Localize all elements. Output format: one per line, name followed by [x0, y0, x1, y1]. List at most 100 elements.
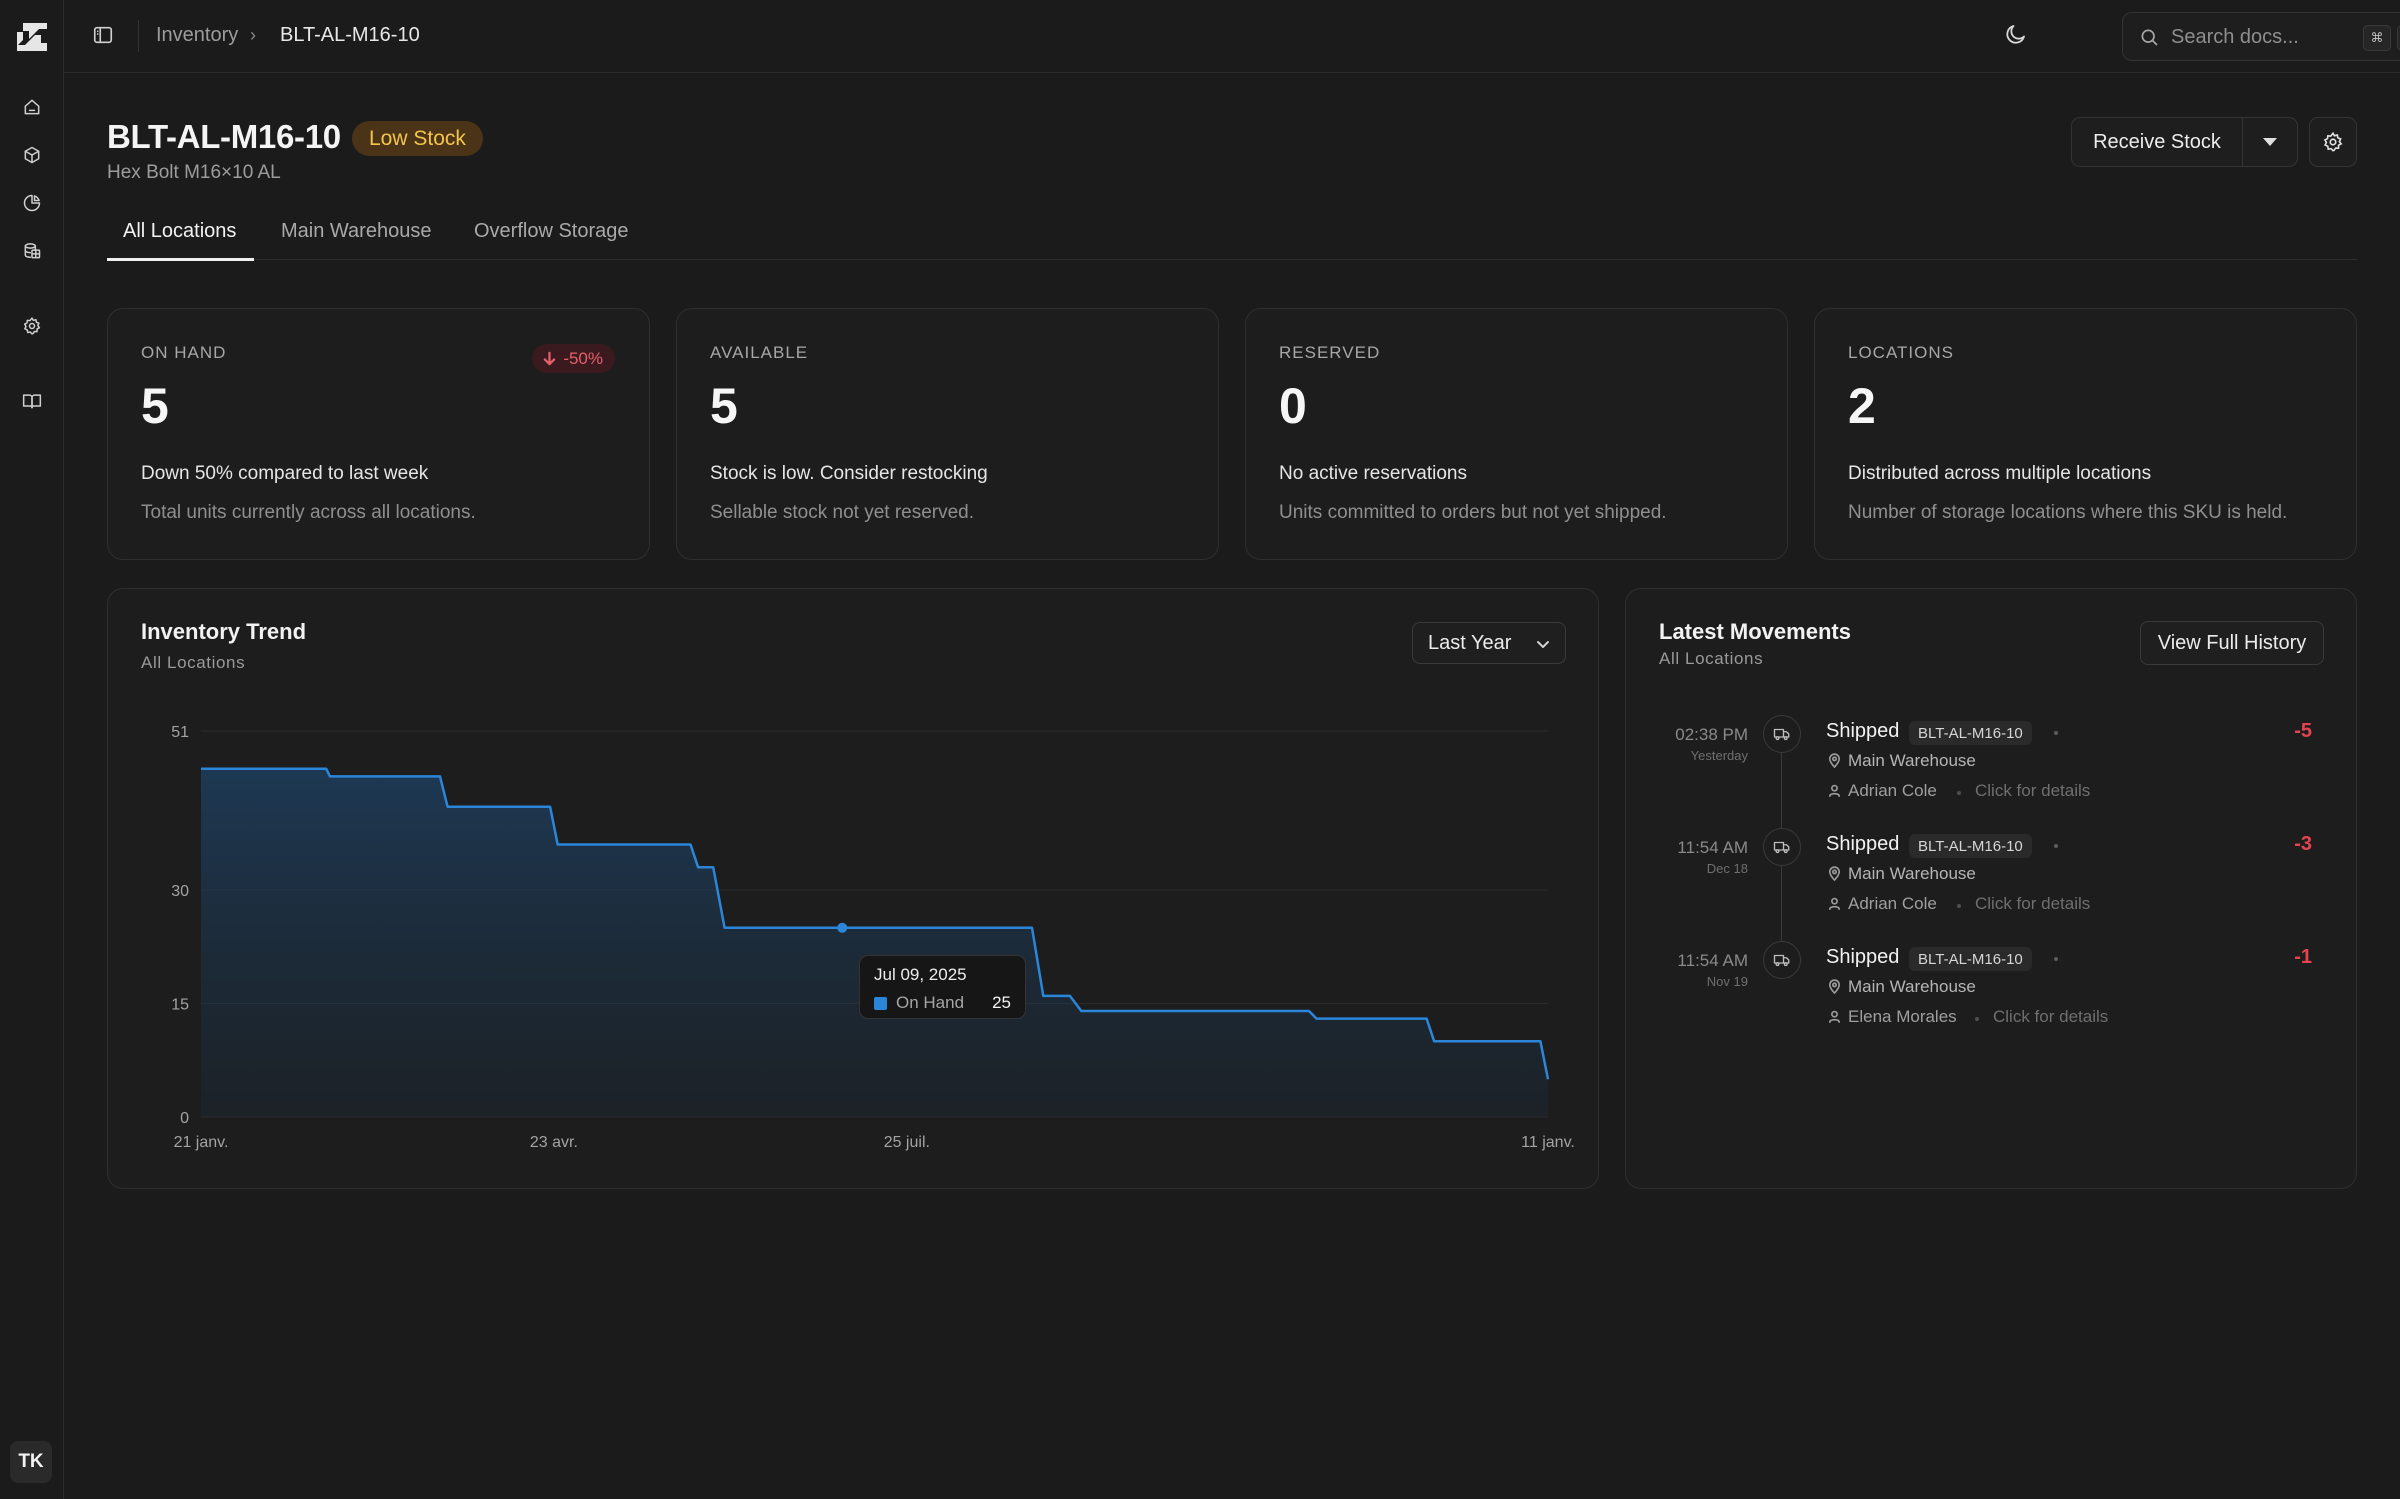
y-tick-label: 0: [180, 1110, 189, 1127]
tooltip-series-name: On Hand: [896, 993, 965, 1012]
settings-button[interactable]: [2309, 117, 2357, 167]
stat-card-locations: LOCATIONS 2 Distributed across multiple …: [1814, 308, 2357, 560]
truck-icon: [1763, 828, 1801, 866]
tooltip-series-swatch: [874, 997, 887, 1010]
movement-type: Shipped: [1826, 833, 1900, 855]
separator-dot: [1957, 791, 1961, 795]
movement-time: 02:38 PM: [1675, 725, 1748, 744]
breadcrumb-inventory[interactable]: Inventory: [156, 24, 239, 46]
y-tick-label: 15: [171, 996, 189, 1013]
status-badge: Low Stock: [352, 121, 483, 156]
search-placeholder: Search docs...: [2171, 26, 2299, 48]
movement-quantity: -5: [2294, 720, 2312, 742]
stat-card-available: AVAILABLE 5 Stock is low. Consider resto…: [676, 308, 1219, 560]
stat-description: Sellable stock not yet reserved.: [710, 502, 975, 523]
tab-all-locations[interactable]: All Locations: [123, 220, 237, 242]
user-icon: [1827, 783, 1842, 798]
inventory-trend-chart[interactable]: 0 15 30 51 21 janv. 23 avr. 25 juil. 11 janv.: [108, 589, 1600, 1190]
movement-item[interactable]: 11:54 AM Dec 18 Shipped BLT-AL-M16-10 Ma…: [1626, 824, 2356, 924]
movement-details-link[interactable]: Click for details: [1993, 1007, 2109, 1026]
location-tabs: All Locations Main Warehouse Overflow St…: [107, 208, 2357, 261]
y-tick-label: 30: [171, 883, 189, 900]
active-tab-indicator: [107, 258, 254, 261]
receive-stock-button[interactable]: Receive Stock: [2071, 117, 2243, 167]
database-icon[interactable]: [19, 238, 45, 264]
movement-user: Adrian Cole: [1848, 894, 1937, 913]
movement-sku-badge: BLT-AL-M16-10: [1909, 834, 2032, 858]
stat-label: RESERVED: [1279, 343, 1381, 362]
movements-subtitle: All Locations: [1659, 649, 1764, 668]
search-input[interactable]: Search docs... ⌘ k: [2122, 12, 2400, 61]
map-pin-icon: [1827, 979, 1842, 994]
search-icon: [2141, 29, 2158, 46]
separator-dot: [2054, 844, 2058, 848]
movement-details-link[interactable]: Click for details: [1975, 781, 2091, 800]
gear-icon[interactable]: [19, 313, 45, 339]
stat-label: ON HAND: [141, 343, 227, 362]
receive-stock-dropdown-button[interactable]: [2242, 117, 2298, 167]
user-icon: [1827, 1009, 1842, 1024]
caret-down-icon: [2263, 138, 2277, 146]
stat-card-on-hand: ON HAND -50% 5 Down 50% compared to last…: [107, 308, 650, 560]
movement-time: 11:54 AM: [1677, 838, 1748, 857]
movement-item[interactable]: 11:54 AM Nov 19 Shipped BLT-AL-M16-10 Ma…: [1626, 937, 2356, 1037]
stat-note: Distributed across multiple locations: [1848, 463, 2152, 484]
series-line-on-hand: [201, 767, 1550, 1080]
tab-overflow-storage[interactable]: Overflow Storage: [474, 220, 629, 242]
gear-icon: [2323, 131, 2343, 152]
movement-sku-badge: BLT-AL-M16-10: [1909, 947, 2032, 971]
avatar[interactable]: TK: [10, 1441, 52, 1483]
chart-pie-icon[interactable]: [19, 190, 45, 216]
series-area-on-hand: [201, 768, 1548, 1117]
stat-value: 5: [710, 378, 738, 434]
movement-details-link[interactable]: Click for details: [1975, 894, 2091, 913]
range-select[interactable]: Last Year: [1412, 622, 1566, 664]
stat-label: LOCATIONS: [1848, 343, 1954, 362]
sidebar-toggle-icon[interactable]: [92, 24, 116, 48]
chevron-right-icon: ›: [250, 25, 256, 45]
x-tick-label: 11 janv.: [1521, 1134, 1575, 1151]
movement-time: 11:54 AM: [1677, 951, 1748, 970]
movement-relative-date: Nov 19: [1706, 974, 1748, 989]
movement-location: Main Warehouse: [1848, 751, 1976, 770]
map-pin-icon: [1827, 753, 1842, 768]
delta-value: -50%: [563, 348, 603, 368]
separator-dot: [2054, 731, 2058, 735]
stat-value: 0: [1279, 378, 1307, 434]
moon-icon[interactable]: [2004, 22, 2032, 50]
movement-location: Main Warehouse: [1848, 977, 1976, 996]
book-open-icon[interactable]: [19, 388, 45, 414]
chart-subtitle: All Locations: [141, 653, 246, 672]
movements-title: Latest Movements: [1659, 619, 1851, 644]
chart-title: Inventory Trend: [141, 619, 307, 644]
stat-value: 2: [1848, 378, 1876, 434]
user-icon: [1827, 896, 1842, 911]
view-full-history-button[interactable]: View Full History: [2140, 621, 2324, 665]
range-select-value: Last Year: [1428, 631, 1512, 654]
x-tick-label: 25 juil.: [884, 1134, 930, 1151]
sidebar: TK: [0, 0, 64, 1499]
brand-logo-icon[interactable]: [15, 20, 49, 54]
product-name: Hex Bolt M16×10 AL: [107, 162, 281, 183]
topbar: Inventory › BLT-AL-M16-10 Search docs...…: [64, 0, 2400, 73]
movement-item[interactable]: 02:38 PM Yesterday Shipped BLT-AL-M16-10…: [1626, 711, 2356, 811]
stat-card-reserved: RESERVED 0 No active reservations Units …: [1245, 308, 1788, 560]
chart-tooltip: Jul 09, 2025 On Hand 25: [859, 955, 1026, 1019]
truck-icon: [1763, 715, 1801, 753]
tab-main-warehouse[interactable]: Main Warehouse: [281, 220, 432, 242]
truck-icon: [1763, 941, 1801, 979]
map-pin-icon: [1827, 866, 1842, 881]
shortcut-key-cmd: ⌘: [2363, 25, 2391, 51]
highlight-point: [837, 922, 848, 933]
x-tick-label: 21 janv.: [174, 1134, 229, 1151]
movement-relative-date: Dec 18: [1706, 861, 1748, 876]
delta-badge: -50%: [532, 344, 615, 373]
inventory-trend-panel: 0 15 30 51 21 janv. 23 avr. 25 juil. 11 janv. I…: [107, 588, 1599, 1189]
package-icon[interactable]: [19, 142, 45, 168]
stat-value: 5: [141, 378, 169, 434]
movement-user: Elena Morales: [1848, 1007, 1957, 1026]
movement-sku-badge: BLT-AL-M16-10: [1909, 721, 2032, 745]
home-icon[interactable]: [19, 94, 45, 120]
arrow-down-icon: [544, 351, 556, 366]
x-tick-label: 23 avr.: [530, 1134, 578, 1151]
